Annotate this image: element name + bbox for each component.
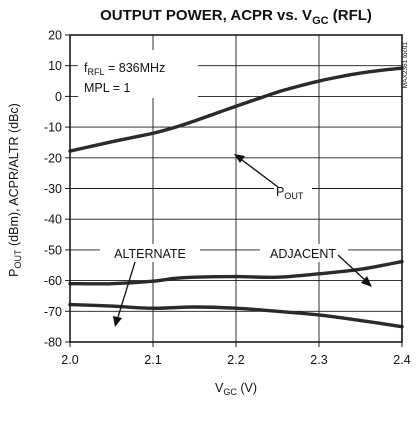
y-tick-labels: 20 10 0 -10 -20 -30 -40 -50 -60 -70 -80 [44, 29, 62, 350]
y-tick-label: -60 [44, 274, 62, 288]
y-tick-label: 10 [48, 59, 62, 73]
y-tick-label: -80 [44, 336, 62, 350]
y-tick-label: -10 [44, 121, 62, 135]
series-label-adjacent-group: ADJACENT [260, 244, 372, 287]
x-tick-label: 2.2 [227, 353, 244, 367]
series-line-alternate [68, 302, 404, 329]
series-label-alternate-group: ALTERNATE [100, 244, 200, 327]
x-tick-label: 2.4 [393, 353, 410, 367]
series-line-adjacent [68, 259, 404, 286]
series-label-pout: POUT [276, 185, 304, 201]
axis-ticks [65, 34, 403, 347]
y-tick-label: -50 [44, 243, 62, 257]
series-label-adjacent: ADJACENT [270, 247, 336, 261]
y-tick-label: -30 [44, 182, 62, 196]
y-tick-label: -40 [44, 213, 62, 227]
chart-title: OUTPUT POWER, ACPR vs. VGC (RFL) [100, 7, 372, 27]
arrow-head-pout [234, 154, 245, 163]
y-axis-label: POUT (dBm), ACPR/ALTR (dBc) [7, 103, 23, 277]
series-line-pout [68, 66, 404, 153]
y-tick-label: 0 [55, 90, 62, 104]
y-tick-label: 20 [48, 29, 62, 43]
x-tick-label: 2.3 [310, 353, 327, 367]
conditions-annotation: fRFL = 836MHz MPL = 1 [78, 50, 198, 98]
x-tick-labels: 2.0 2.1 2.2 2.3 2.4 [61, 353, 410, 367]
series-label-alternate: ALTERNATE [114, 247, 186, 261]
series-label-pout-group: POUT [234, 154, 312, 201]
arrow-alternate [117, 261, 136, 318]
condition-frequency: fRFL = 836MHz [84, 61, 165, 77]
x-tick-label: 2.0 [61, 353, 78, 367]
arrow-adjacent [337, 254, 366, 281]
x-axis-label: VGC (V) [215, 381, 257, 397]
plot-frame [69, 34, 403, 343]
x-tick-label: 2.1 [144, 353, 161, 367]
y-tick-label: -20 [44, 151, 62, 165]
series-layer [68, 66, 404, 329]
figure-code: MAX2361 toc01 [402, 42, 409, 89]
arrow-head-alternate [113, 316, 122, 327]
arrow-pout [241, 159, 279, 188]
condition-mpl: MPL = 1 [84, 81, 130, 95]
arrow-head-adjacent [361, 276, 372, 287]
y-tick-label: -70 [44, 305, 62, 319]
